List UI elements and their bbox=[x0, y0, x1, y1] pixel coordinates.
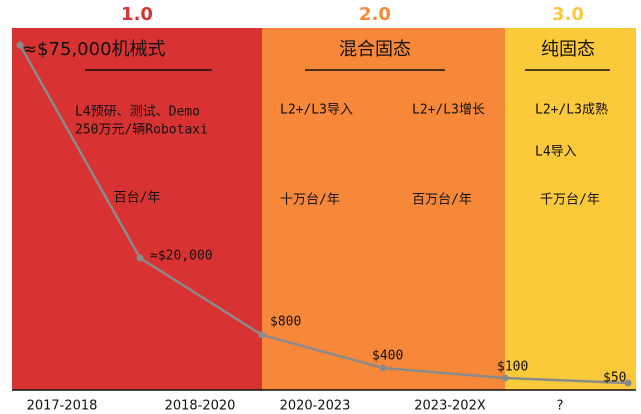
dot bbox=[136, 254, 144, 262]
phase-item: L2+/L3增长 bbox=[412, 103, 485, 118]
cost-curve bbox=[18, 44, 629, 385]
timeline-label: ? bbox=[557, 399, 564, 414]
phase-item: 250万元/辆Robotaxi bbox=[75, 123, 208, 138]
timeline-label: 2017-2018 bbox=[27, 399, 98, 414]
cost-label: $800 bbox=[270, 315, 301, 330]
timeline-label: 2018-2020 bbox=[165, 399, 236, 414]
cost-label: ≈$20,000 bbox=[150, 249, 213, 264]
phase-header: 1.0 bbox=[121, 4, 153, 25]
phase-item: L2+/L3成熟 bbox=[535, 102, 608, 118]
phase-header: 2.0 bbox=[359, 4, 391, 25]
phase-item: L2+/L3导入 bbox=[280, 103, 353, 118]
dot bbox=[624, 379, 632, 387]
phase-2-panel bbox=[262, 28, 505, 390]
phase-header: 3.0 bbox=[552, 4, 584, 25]
cost-label: $100 bbox=[497, 360, 528, 375]
phase-item: L4导入 bbox=[535, 145, 577, 160]
phase-3-panel bbox=[505, 28, 636, 390]
phase-item: 百万台/年 bbox=[412, 193, 472, 208]
dot bbox=[501, 374, 509, 382]
cost-label: $400 bbox=[372, 349, 403, 364]
cost-dots bbox=[16, 41, 632, 387]
phase-title: 纯固态 bbox=[541, 39, 595, 60]
cost-label: $50 bbox=[603, 371, 626, 386]
phase-title: ≈$75,000机械式 bbox=[22, 39, 166, 60]
phase-item: L4预研、测试、Demo bbox=[75, 105, 200, 120]
dot bbox=[258, 331, 266, 339]
timeline-label: 2023-202X bbox=[414, 399, 486, 414]
dot bbox=[16, 41, 24, 49]
phase-1-panel bbox=[12, 28, 262, 390]
timeline-label: 2020-2023 bbox=[280, 399, 351, 414]
phase-item: 十万台/年 bbox=[280, 193, 340, 208]
phase-item: 百台/年 bbox=[114, 191, 161, 206]
phase-item: 千万台/年 bbox=[540, 193, 600, 208]
phase-title: 混合固态 bbox=[339, 39, 411, 60]
dot bbox=[379, 364, 387, 372]
